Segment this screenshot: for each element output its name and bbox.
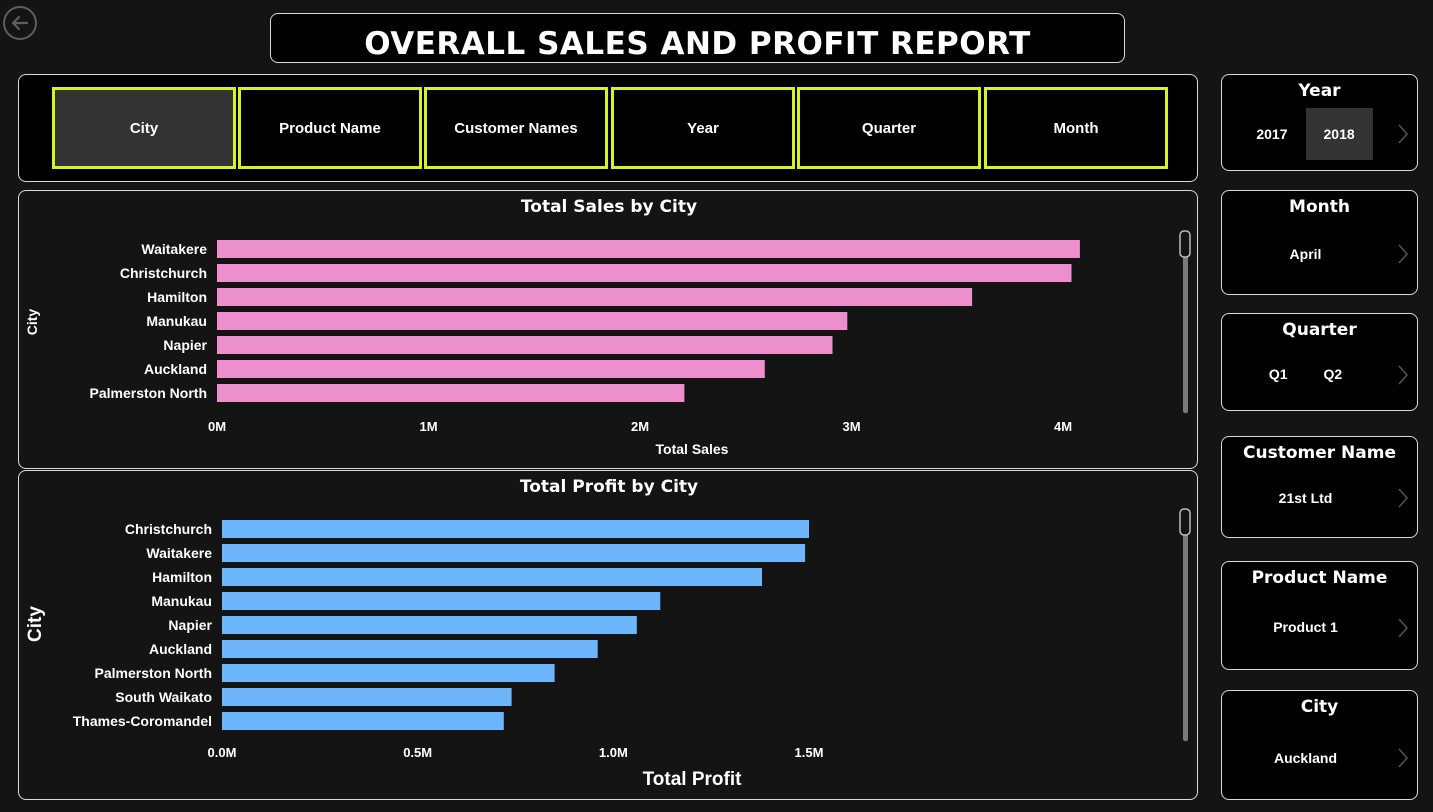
month-slicer-title: Month (1289, 197, 1350, 217)
bar-hamilton (217, 288, 973, 306)
x-tick-label: 0.0M (208, 745, 237, 760)
bar-thames-coromandel (222, 712, 504, 730)
customer-option[interactable]: 21st Ltd (1278, 490, 1333, 506)
x-tick-label: 0.5M (403, 745, 432, 760)
quarter-option-q2[interactable]: Q2 (1323, 366, 1343, 382)
year-option-2018[interactable]: 2018 (1305, 108, 1373, 160)
category-label: Christchurch (120, 265, 207, 281)
bar-auckland (222, 640, 598, 658)
x-axis-label: Total Profit (643, 769, 743, 790)
quarter-option-q1[interactable]: Q1 (1268, 366, 1288, 382)
category-label: Waitakere (141, 241, 207, 257)
chart-title: Total Profit by City (520, 477, 698, 497)
month-slicer: Month April (1221, 190, 1418, 295)
y-axis-label: City (24, 309, 40, 336)
x-tick-label: 1M (419, 419, 437, 434)
bar-manukau (222, 592, 661, 610)
x-axis-label: Total Sales (656, 441, 729, 457)
category-label: Hamilton (152, 569, 212, 585)
quarter-slicer: Quarter Q1 Q2 (1221, 313, 1418, 411)
navigation-panel: City Product Name Customer Names Year Qu… (18, 74, 1198, 182)
back-button[interactable] (3, 6, 37, 40)
sales-by-city-chart: Total Sales by City Waitakere Christchurch… (18, 190, 1198, 469)
chevron-right-icon[interactable] (1397, 364, 1409, 386)
chevron-right-icon[interactable] (1397, 617, 1409, 639)
category-label: Christchurch (125, 521, 212, 537)
year-slicer-options: 2017 2018 (1222, 108, 1389, 160)
customer-slicer-title: Customer Name (1243, 443, 1396, 463)
category-label: Auckland (144, 361, 207, 377)
x-tick-label: 1.5M (795, 745, 824, 760)
chevron-right-icon[interactable] (1397, 123, 1409, 145)
nav-button-month[interactable]: Month (984, 87, 1168, 169)
chevron-right-icon[interactable] (1397, 487, 1409, 509)
bar-christchurch (222, 520, 809, 538)
y-axis-label: City (25, 606, 46, 642)
x-tick-label: 2M (631, 419, 649, 434)
category-label: Palmerston North (90, 385, 207, 401)
category-label: Napier (163, 337, 207, 353)
quarter-slicer-title: Quarter (1282, 320, 1357, 340)
bar-auckland (217, 360, 765, 378)
profit-chart-svg: Total Profit by City Christchurch Waitaker… (25, 477, 1191, 790)
scrollbar-thumb (1179, 230, 1191, 258)
city-slicer: City Auckland (1221, 690, 1418, 800)
scrollbar-track (1183, 233, 1188, 413)
bar-manukau (217, 312, 848, 330)
nav-button-city[interactable]: City (52, 87, 236, 169)
nav-button-product-name[interactable]: Product Name (238, 87, 422, 169)
category-label: Thames-Coromandel (73, 713, 212, 729)
sales-chart-svg: Total Sales by City Waitakere Christchurch… (24, 197, 1191, 457)
category-label: Palmerston North (95, 665, 212, 681)
bar-waitakere (222, 544, 806, 562)
profit-by-city-chart: Total Profit by City Christchurch Waitaker… (18, 470, 1198, 800)
page-title: OVERALL SALES AND PROFIT REPORT (364, 26, 1031, 62)
category-label: South Waikato (115, 689, 212, 705)
product-option[interactable]: Product 1 (1273, 619, 1338, 635)
nav-button-year[interactable]: Year (611, 87, 795, 169)
bar-palmerston-north (222, 664, 555, 682)
bar-palmerston-north (217, 384, 685, 402)
year-slicer-title: Year (1298, 81, 1341, 101)
product-name-slicer: Product Name Product 1 (1221, 561, 1418, 670)
nav-button-customer-names[interactable]: Customer Names (424, 87, 608, 169)
product-slicer-title: Product Name (1251, 568, 1388, 588)
nav-button-quarter[interactable]: Quarter (797, 87, 981, 169)
bar-napier (222, 616, 637, 634)
bar-napier (217, 336, 833, 354)
category-label: Manukau (151, 593, 212, 609)
year-option-2017[interactable]: 2017 (1256, 126, 1288, 142)
page-title-box: OVERALL SALES AND PROFIT REPORT (270, 13, 1125, 63)
category-label: Waitakere (146, 545, 212, 561)
category-label: Hamilton (147, 289, 207, 305)
category-label: Manukau (146, 313, 207, 329)
bar-south-waikato (222, 688, 512, 706)
bar-christchurch (217, 264, 1072, 282)
customer-name-slicer: Customer Name 21st Ltd (1221, 436, 1418, 538)
x-tick-label: 0M (208, 419, 226, 434)
chevron-right-icon[interactable] (1397, 747, 1409, 769)
arrow-left-icon (11, 15, 29, 31)
x-tick-label: 1.0M (599, 745, 628, 760)
month-option-april[interactable]: April (1289, 246, 1322, 262)
category-label: Napier (168, 617, 212, 633)
chart-title: Total Sales by City (521, 197, 697, 217)
bar-hamilton (222, 568, 762, 586)
city-option[interactable]: Auckland (1273, 750, 1337, 766)
chevron-right-icon[interactable] (1397, 243, 1409, 265)
bar-waitakere (217, 240, 1080, 258)
scrollbar-track (1183, 511, 1188, 741)
x-tick-label: 3M (842, 419, 860, 434)
year-slicer: Year 2017 2018 (1221, 74, 1418, 171)
city-slicer-title: City (1300, 697, 1339, 717)
category-label: Auckland (149, 641, 212, 657)
scrollbar-thumb (1179, 508, 1191, 536)
x-tick-label: 4M (1054, 419, 1072, 434)
